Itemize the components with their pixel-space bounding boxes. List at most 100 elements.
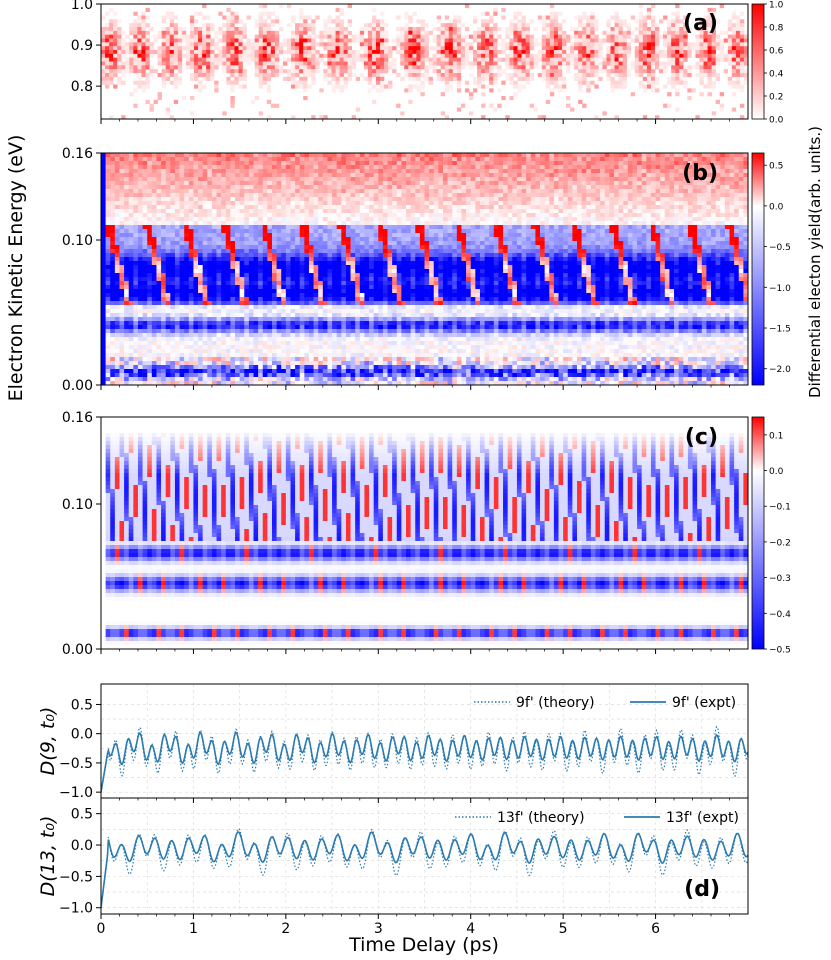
heatmap-a-cell <box>602 111 607 116</box>
heatmap-b-cell <box>128 189 134 194</box>
heatmap-a-cell <box>335 7 340 12</box>
heatmap-a-cell <box>278 50 284 55</box>
heatmap-a-cell <box>440 42 446 47</box>
heatmap-a-cell <box>594 53 599 58</box>
heatmap-a-cell <box>303 46 308 51</box>
heatmap-a-cell <box>198 84 203 89</box>
heatmap-a-cell <box>169 34 175 39</box>
heatmap-b-cell <box>179 161 185 166</box>
heatmap-a-cell <box>614 34 619 39</box>
heatmap-a-cell <box>392 69 397 74</box>
heatmap-b-cell <box>253 261 259 266</box>
heatmap-a-cell <box>404 73 409 78</box>
heatmap-b-cell <box>244 345 250 350</box>
heatmap-a-cell <box>557 11 563 16</box>
heatmap-b-cell <box>188 225 194 230</box>
heatmap-a-cell <box>117 57 122 62</box>
heatmap-a-cell <box>735 15 741 20</box>
heatmap-a-cell <box>198 30 203 35</box>
heatmap-a-cell <box>258 84 264 89</box>
heatmap-a-cell <box>295 34 300 39</box>
heatmap-a-cell <box>659 50 664 55</box>
heatmap-b-cell <box>179 313 185 318</box>
heatmap-b-cell <box>188 321 194 326</box>
heatmap-a-cell <box>513 42 518 47</box>
heatmap-a-cell <box>185 50 191 55</box>
heatmap-b-cell <box>281 185 287 190</box>
heatmap-a-cell <box>339 65 344 70</box>
heatmap-a-cell <box>675 76 680 81</box>
heatmap-b-cell <box>235 309 240 314</box>
heatmap-b-cell <box>267 165 273 170</box>
heatmap-b-cell <box>137 233 143 238</box>
heatmap-a-cell <box>614 19 619 24</box>
heatmap-b-cell <box>147 189 153 194</box>
heatmap-b-cell <box>137 177 143 182</box>
heatmap-a-cell <box>392 57 397 62</box>
heatmap-b-cell <box>193 321 199 326</box>
heatmap-b-cell <box>105 377 111 382</box>
heatmap-b-cell <box>174 165 180 170</box>
heatmap-a-cell <box>731 30 737 35</box>
heatmap-a-cell <box>258 4 264 9</box>
heatmap-a-cell <box>230 34 235 39</box>
heatmap-b-cell <box>156 249 162 254</box>
heatmap-a-cell <box>262 38 268 43</box>
heatmap-b-cell <box>258 261 264 266</box>
heatmap-b-cell <box>304 209 310 214</box>
heatmap-b-cell <box>299 353 305 358</box>
heatmap-b-cell <box>128 253 134 258</box>
heatmap-a-cell <box>266 53 272 58</box>
heatmap-a-cell <box>408 61 413 66</box>
heatmap-a-cell <box>537 53 543 58</box>
heatmap-a-cell <box>606 69 611 74</box>
heatmap-b-cell <box>202 285 208 290</box>
heatmap-a-cell <box>440 57 446 62</box>
heatmap-b-cell <box>147 285 153 290</box>
heatmap-a-cell <box>210 61 215 66</box>
heatmap-a-cell <box>646 57 652 62</box>
heatmap-b-cell <box>216 225 222 230</box>
heatmap-b-cell <box>119 357 125 362</box>
heatmap-a-cell <box>654 76 660 81</box>
heatmap-b-cell <box>119 245 125 250</box>
heatmap-a-cell <box>303 15 308 20</box>
heatmap-a-cell <box>659 34 664 39</box>
heatmap-a-cell <box>343 34 348 39</box>
heatmap-b-cell <box>271 321 277 326</box>
heatmap-b-cell <box>110 357 116 362</box>
heatmap-a-cell <box>141 65 146 70</box>
heatmap-b-cell <box>295 233 301 238</box>
heatmap-b-cell <box>193 273 199 278</box>
heatmap-b-cell <box>133 309 139 314</box>
heatmap-b-cell <box>142 173 148 178</box>
heatmap-a-cell <box>456 34 462 39</box>
heatmap-b-cell <box>124 185 130 190</box>
heatmap-a-cell <box>145 38 150 43</box>
heatmap-b-cell <box>271 193 277 198</box>
heatmap-a-cell <box>586 23 591 28</box>
heatmap-a-cell <box>266 34 272 39</box>
heatmap-b-cell <box>170 313 176 318</box>
heatmap-a-cell <box>436 34 441 39</box>
heatmap-a-cell <box>335 27 340 32</box>
heatmap-b-cell <box>105 357 111 362</box>
heatmap-a-cell <box>367 88 373 93</box>
heatmap-a-cell <box>590 69 595 74</box>
heatmap-a-cell <box>481 11 486 16</box>
heatmap-b-cell <box>216 209 222 214</box>
heatmap-b-cell <box>128 173 134 178</box>
heatmap-b-cell <box>258 217 264 222</box>
heatmap-b-cell <box>225 185 231 190</box>
heatmap-a-cell <box>327 73 332 78</box>
heatmap-b-cell <box>299 293 305 298</box>
heatmap-a-cell <box>388 84 393 89</box>
heatmap-b-cell <box>235 329 240 334</box>
heatmap-a-cell <box>412 27 417 32</box>
heatmap-a-cell <box>675 80 680 85</box>
heatmap-b-cell <box>198 345 203 350</box>
heatmap-a-cell <box>331 42 336 47</box>
heatmap-a-cell <box>533 53 539 58</box>
heatmap-b-cell <box>184 381 190 385</box>
heatmap-b-cell <box>101 185 106 190</box>
